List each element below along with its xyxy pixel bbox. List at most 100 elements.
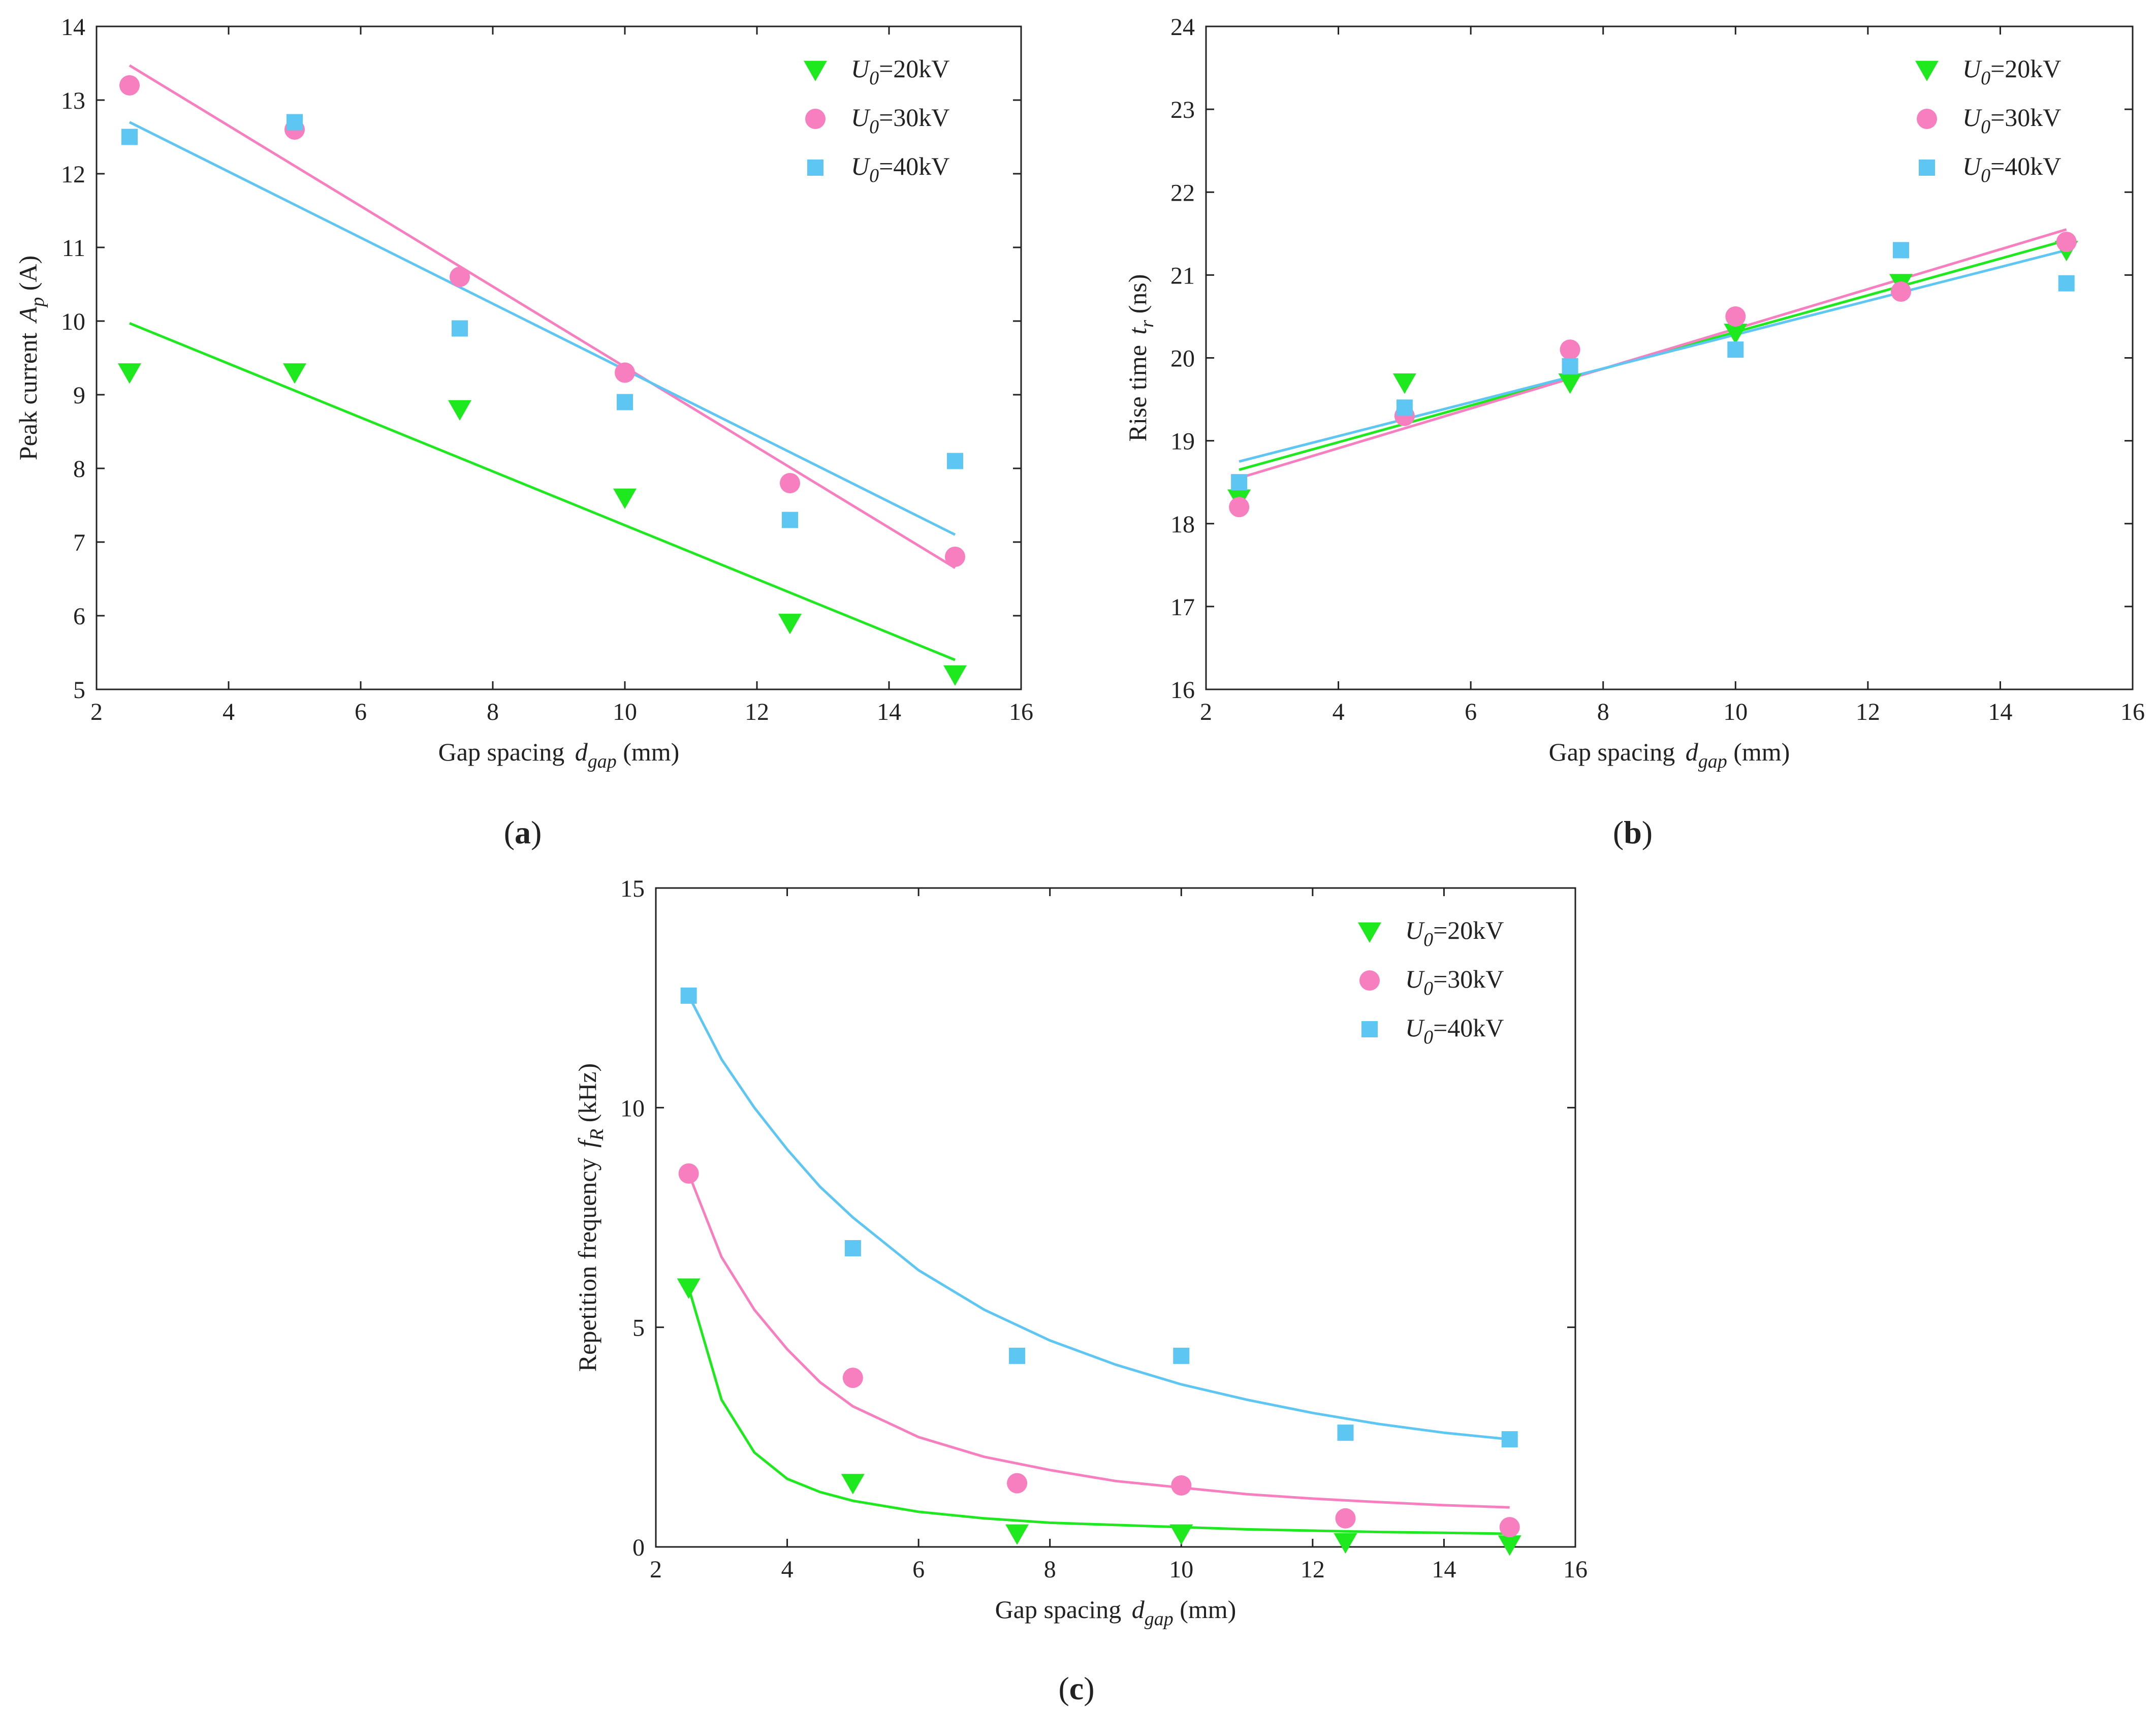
legend-subscript: 0 <box>1423 929 1433 950</box>
legend-item: U0=20kV <box>1915 54 2061 89</box>
x-tick-label: 6 <box>1465 699 1477 725</box>
y-tick-label: 16 <box>1170 677 1195 704</box>
y-tick-label: 17 <box>1170 594 1195 621</box>
y-tick-label: 5 <box>632 1315 645 1342</box>
legend-text: =20kV <box>1433 916 1504 944</box>
panel-label-open: ( <box>1613 814 1624 850</box>
data-point-u0-40kv <box>452 320 468 337</box>
y-axis-label: Rise time tr (ns) <box>1123 274 1158 442</box>
x-tick-label: 6 <box>355 699 367 725</box>
legend-variable: U <box>1405 1013 1425 1042</box>
x-tick-label: 8 <box>1044 1556 1056 1583</box>
fit-line-u0-20kv <box>687 1287 1510 1535</box>
legend-label: U0=20kV <box>1962 54 2061 89</box>
data-point-u0-40kv <box>1337 1424 1354 1441</box>
y-tick-label: 22 <box>1170 179 1195 206</box>
y-axis-label-unit: (kHz) <box>573 1063 601 1129</box>
data-point-u0-30kv <box>1229 497 1250 518</box>
legend-marker <box>805 109 826 129</box>
y-tick-label: 15 <box>620 875 645 902</box>
x-tick-label: 10 <box>1169 1556 1193 1583</box>
data-point-u0-40kv <box>1396 399 1413 416</box>
x-tick-label: 12 <box>1301 1556 1325 1583</box>
y-axis-label-text: Rise time <box>1123 339 1152 442</box>
legend-label: U0=20kV <box>1405 916 1504 950</box>
legend-variable: U <box>1405 916 1425 944</box>
x-tick-label: 14 <box>1432 1556 1456 1583</box>
y-axis-label-unit: (ns) <box>1123 274 1152 320</box>
x-tick-label: 2 <box>1200 699 1212 725</box>
x-tick-label: 10 <box>613 699 637 725</box>
data-point-u0-40kv <box>287 114 303 131</box>
y-tick-label: 21 <box>1170 262 1195 289</box>
legend-subscript: 0 <box>1423 1027 1433 1048</box>
x-axis-label-unit: (mm) <box>1727 738 1790 766</box>
x-tick-label: 12 <box>1856 699 1880 725</box>
y-tick-label: 9 <box>73 382 85 409</box>
x-axis-label-variable: d <box>1686 738 1699 766</box>
data-point-u0-40kv <box>844 1240 861 1257</box>
legend-item: U0=40kV <box>807 152 949 186</box>
x-tick-label: 4 <box>1333 699 1345 725</box>
y-tick-label: 19 <box>1170 428 1195 455</box>
panel-a: 2 4 6 8 10 12 14 16 5 6 7 8 9 10 11 12 13 14 Gap spacing d… <box>14 14 1033 850</box>
panel-label-open: ( <box>504 814 515 850</box>
y-axis-label: Peak current Ap (A) <box>14 256 48 460</box>
data-point-u0-30kv <box>1891 281 1911 302</box>
x-axis-label-subscript: gap <box>588 751 617 772</box>
legend-subscript: 0 <box>1981 116 1990 138</box>
y-tick-label: 6 <box>73 603 85 630</box>
x-tick-label: 6 <box>912 1556 925 1583</box>
data-point-u0-20kv <box>1392 373 1416 394</box>
x-axis-label: Gap spacing dgap (mm) <box>438 738 680 772</box>
legend-text: =30kV <box>879 103 949 132</box>
data-point-u0-20kv <box>283 363 306 384</box>
x-tick-label: 14 <box>1988 699 2012 725</box>
x-axis-label-unit: (mm) <box>617 738 680 766</box>
legend-item: U0=30kV <box>1917 103 2061 138</box>
panel-label: (b) <box>1613 814 1653 850</box>
x-axis-label-text: Gap spacing <box>1549 738 1682 766</box>
data-point-u0-20kv <box>1724 324 1748 344</box>
legend-variable: U <box>1405 965 1425 993</box>
data-point-u0-20kv <box>1005 1524 1029 1545</box>
legend-variable: U <box>1962 103 1982 132</box>
x-tick-label: 12 <box>745 699 769 725</box>
x-axis-label: Gap spacing dgap (mm) <box>1549 738 1790 772</box>
data-point-u0-40kv <box>2058 275 2075 292</box>
y-axis-label-variable: t <box>1123 327 1152 335</box>
legend-label: U0=30kV <box>1405 965 1504 999</box>
x-axis-label: Gap spacing dgap (mm) <box>995 1595 1236 1630</box>
y-axis-label-variable: A <box>14 306 42 324</box>
x-tick-label: 8 <box>487 699 499 725</box>
y-tick-label: 11 <box>62 235 85 262</box>
x-axis-label-subscript: gap <box>1698 751 1727 772</box>
data-point-u0-40kv <box>1893 242 1909 259</box>
data-point-u0-30kv <box>119 75 140 96</box>
legend-item: U0=40kV <box>1919 152 2061 186</box>
legend-variable: U <box>1962 54 1982 83</box>
legend-text: =40kV <box>1433 1013 1504 1042</box>
data-point-u0-30kv <box>2056 232 2077 252</box>
data-point-u0-20kv <box>613 488 637 509</box>
y-axis-label-subscript: p <box>27 297 48 308</box>
y-tick-label: 23 <box>1170 97 1195 123</box>
x-axis-label-text: Gap spacing <box>995 1595 1128 1624</box>
x-tick-label: 2 <box>90 699 103 725</box>
data-point-u0-30kv <box>1171 1475 1192 1496</box>
data-point-u0-20kv <box>841 1474 865 1495</box>
legend-marker <box>1361 1021 1378 1037</box>
data-point-u0-40kv <box>1009 1347 1026 1364</box>
legend-item: U0=30kV <box>1359 965 1504 999</box>
x-axis-label-variable: d <box>575 738 588 766</box>
panel-label-close: ) <box>1084 1670 1094 1706</box>
data-point-u0-30kv <box>1007 1473 1028 1494</box>
data-point-u0-40kv <box>680 987 697 1004</box>
y-tick-label: 14 <box>61 14 85 41</box>
data-point-u0-20kv <box>1169 1524 1193 1545</box>
legend-label: U0=30kV <box>851 103 949 138</box>
data-point-u0-40kv <box>1727 341 1744 358</box>
data-point-u0-20kv <box>448 400 471 421</box>
data-point-u0-30kv <box>1335 1508 1356 1529</box>
data-point-u0-20kv <box>1334 1533 1357 1554</box>
